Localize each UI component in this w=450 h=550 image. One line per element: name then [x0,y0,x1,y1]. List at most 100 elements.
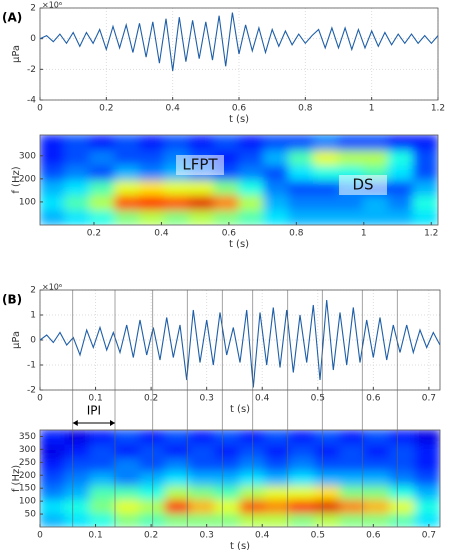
heatmap-cell [189,430,216,445]
heatmap-cell [188,194,215,211]
heatmap-cell [40,484,66,500]
heatmap-cells [40,135,438,225]
heatmap-cell [389,512,416,527]
heatmap-cell [64,135,91,151]
x-tick-label: 0.8 [298,104,313,114]
heatmap-cell [238,194,265,211]
heatmap-cells [40,430,440,527]
heatmap [40,135,438,225]
heatmap-cell [314,484,341,500]
heatmap-cell [114,149,140,166]
heatmap-cell [389,457,416,473]
y-axis-label: f (Hz) [11,465,22,492]
x-tick-label: 0.7 [422,394,436,404]
heatmap-cell [64,484,91,500]
heatmap-cell [238,209,265,225]
y-tick-label: 100 [19,197,36,207]
heatmap-cell [89,498,116,514]
heatmap-cell [114,471,141,486]
heatmap-cell [389,443,416,459]
heatmap-cell [414,512,440,527]
heatmap-cell [164,471,191,486]
annotation: DS [352,176,373,194]
x-tick-label: 1.2 [431,104,445,114]
x-tick-label: 0.6 [222,229,237,239]
heatmap-cell [314,430,341,445]
x-tick-label: 0 [37,531,43,541]
heatmap-cell [313,179,339,196]
heatmap-cell [238,149,265,166]
heatmap-cell [139,179,165,196]
heatmap-cell [288,149,315,166]
y-tick-label: 150 [19,484,36,494]
heatmap-cell [214,512,241,527]
heatmap-cell [189,498,216,514]
y-axis-label: f (Hz) [11,166,22,193]
x-axis-label: t (s) [229,114,249,125]
y-multiplier: ×10⁶ [42,1,62,10]
heatmap-cell [89,194,116,211]
x-tick-label: 1.2 [424,229,438,239]
heatmap-cell [313,194,339,211]
heatmap-cell [64,430,91,445]
x-tick-label: 1 [361,229,367,239]
heatmap-cell [289,498,316,514]
heatmap-cell [288,135,315,151]
heatmap-cell [114,179,140,196]
heatmap-cell [163,135,190,151]
heatmap-cell [40,457,66,473]
heatmap-cell [364,498,391,514]
heatmap-cell [288,179,315,196]
heatmap-cell [214,457,241,473]
heatmap-cell [263,209,290,225]
heatmap-cell [163,209,190,225]
x-tick-label: 0.8 [289,229,304,239]
heatmap-cell [339,443,366,459]
heatmap-cell [213,179,240,196]
heatmap-cell [339,471,366,486]
x-axis-label: t (s) [230,404,250,415]
x-tick-label: 0.4 [255,531,270,541]
heatmap-cell [313,209,339,225]
heatmap-cell [189,484,216,500]
panel-label: (A) [2,11,22,25]
heatmap-cell [89,471,116,486]
heatmap-cell [64,164,91,181]
heatmap-cell [263,179,290,196]
heatmap-cell [414,443,440,459]
heatmap-cell [189,457,216,473]
x-tick-label: 0.2 [144,394,158,404]
x-tick-label: 0 [37,394,43,404]
heatmap-cell [89,484,116,500]
x-tick-label: 0.3 [200,394,214,404]
heatmap-cell [164,498,191,514]
heatmap-cell [188,209,215,225]
y-tick-label: 300 [19,151,36,161]
heatmap-cell [64,179,91,196]
heatmap-cell [213,135,240,151]
heatmap-cell [64,498,91,514]
heatmap-cell [164,430,191,445]
x-tick-label: 0.6 [366,531,381,541]
y-tick-label: -4 [27,96,36,106]
x-tick-label: 0.6 [232,104,247,114]
heatmap-cell [338,149,364,166]
heatmap-cell [64,149,91,166]
heatmap-cell [40,209,66,225]
heatmap-cell [89,135,116,151]
heatmap-cell [114,443,141,459]
heatmap-cell [364,484,391,500]
heatmap-cell [339,512,366,527]
heatmap-cell [338,209,364,225]
heatmap-cell [362,149,389,166]
heatmap-cell [264,512,291,527]
waveform [40,299,440,388]
heatmap-cell [89,443,116,459]
x-tick-label: 0.1 [88,394,102,404]
heatmap-cell [389,484,416,500]
heatmap-cell [364,471,391,486]
heatmap-cell [313,149,339,166]
heatmap-cell [263,135,290,151]
axes-frame [39,429,441,528]
